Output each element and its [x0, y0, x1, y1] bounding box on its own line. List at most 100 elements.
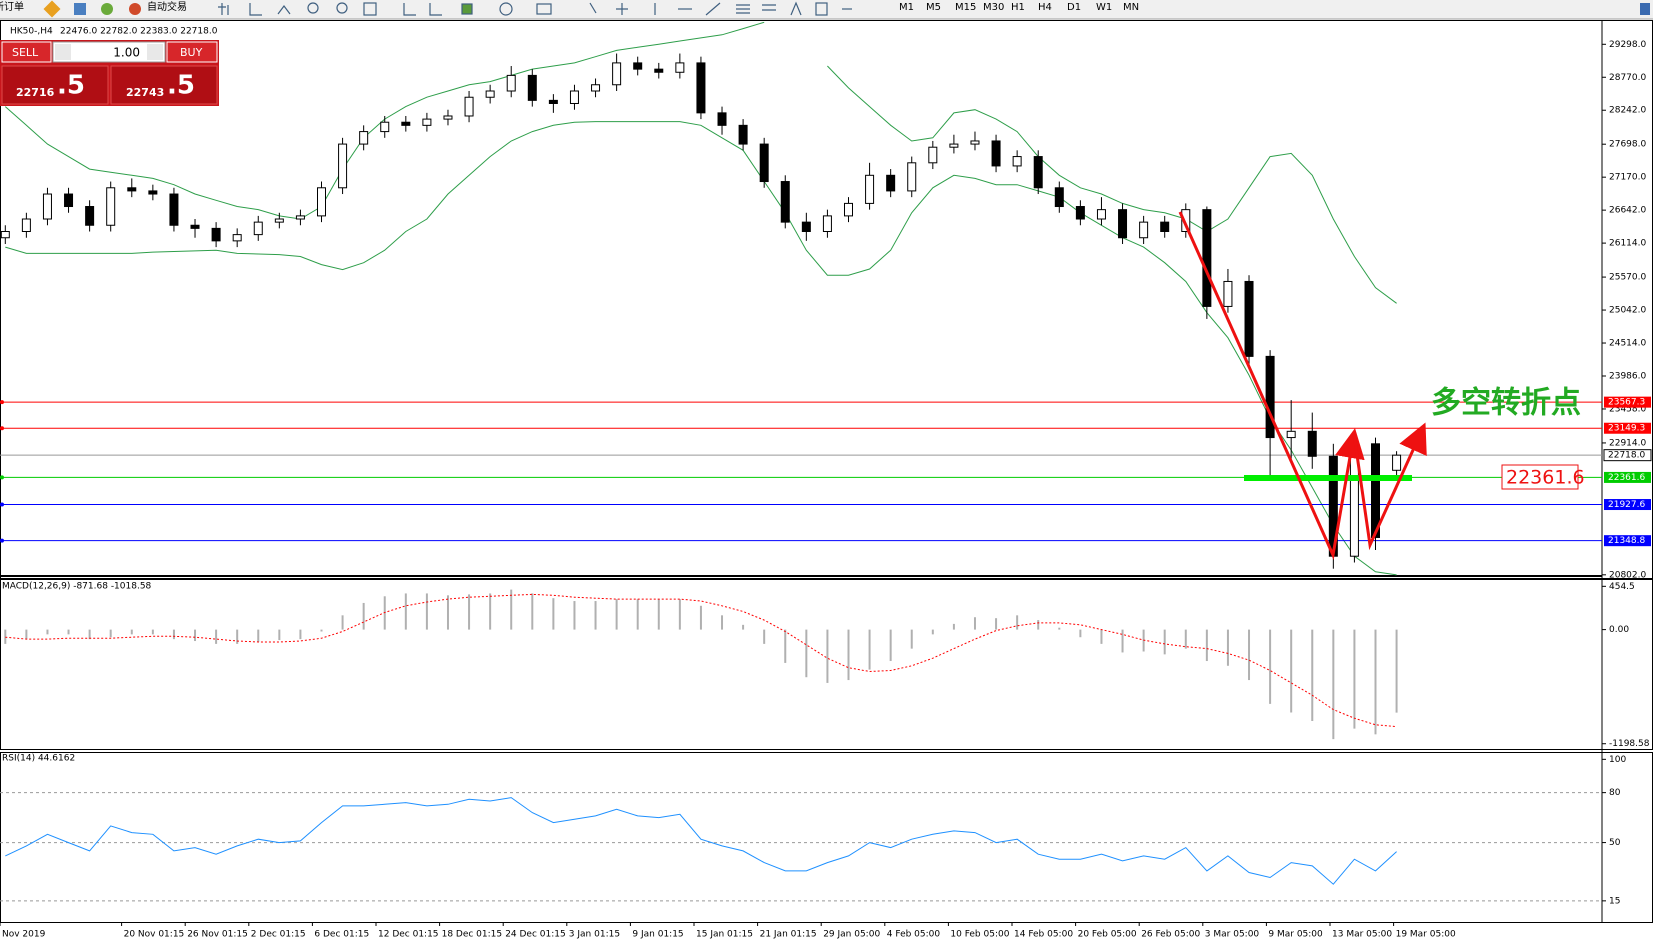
- trend-arrow: [1178, 211, 1365, 561]
- x-tick-label: 13 Mar 05:00: [1332, 930, 1392, 940]
- ask-fraction[interactable]: .5: [167, 71, 195, 101]
- candle-body: [338, 143, 348, 189]
- timeframe-button[interactable]: H1: [1011, 2, 1025, 13]
- timeframe-button[interactable]: W1: [1096, 2, 1112, 13]
- macd-signal: [5, 593, 1397, 728]
- ask-box[interactable]: [110, 65, 218, 105]
- sell-button[interactable]: [1, 41, 52, 63]
- candle-body: [0, 230, 10, 239]
- candle-body: [1244, 280, 1254, 357]
- y-tick-label: 28242.0: [1609, 106, 1646, 116]
- y-tick-label: 25042.0: [1609, 306, 1646, 316]
- x-tick-label: 3 Mar 05:00: [1205, 930, 1260, 940]
- y-tick-label: 29298.0: [1609, 40, 1646, 50]
- y-tick-label: 27698.0: [1609, 140, 1646, 150]
- rsi-panel: [0, 752, 1653, 923]
- level-label-box: [1604, 535, 1651, 547]
- annotation-box: [1501, 464, 1579, 490]
- candle-body: [717, 112, 727, 126]
- x-tick-label: 3 Jan 01:15: [569, 930, 620, 940]
- y-tick-label: 23458.0: [1609, 404, 1646, 414]
- volume[interactable]: 1.00: [113, 46, 140, 60]
- candle-body: [970, 140, 980, 145]
- plot: 29298.0 28770.0 28242.0 27698.0 27170.0 26642…: [0, 21, 1652, 940]
- candle-body: [1139, 221, 1149, 239]
- candle-body: [1012, 156, 1022, 167]
- candle-body: [633, 62, 643, 70]
- candle-body: [64, 193, 74, 208]
- candle-body: [1286, 430, 1296, 439]
- candle-body: [506, 74, 516, 92]
- level-label-box: [1604, 422, 1651, 434]
- x-tick-label: 29 Jan 05:00: [823, 930, 880, 940]
- timeframe-button[interactable]: H4: [1038, 2, 1052, 13]
- icon[interactable]: [129, 3, 141, 15]
- timeframe-button[interactable]: M5: [926, 2, 941, 13]
- candle-body: [1075, 206, 1085, 220]
- candle-body: [991, 140, 1001, 167]
- x-tick-label: Nov 2019: [2, 930, 46, 940]
- level-label: 23149.3: [1608, 424, 1645, 434]
- x-tick-label: 18 Dec 01:15: [442, 930, 503, 940]
- timeframe-button[interactable]: M1: [899, 2, 914, 13]
- candle-body: [865, 174, 875, 204]
- toolbar-icons[interactable]: [218, 1, 852, 16]
- volume-down[interactable]: [55, 44, 71, 60]
- x-tick-label: 9 Mar 05:00: [1268, 930, 1323, 940]
- search-icon[interactable]: [1640, 3, 1650, 15]
- candle-body: [738, 124, 748, 145]
- candle-body: [675, 62, 685, 73]
- price-panel: [0, 20, 1653, 579]
- y-tick-label: -1198.58: [1609, 739, 1650, 749]
- candle-body: [464, 96, 474, 117]
- y-tick-label: 100: [1609, 755, 1626, 765]
- level-label: 23567.3: [1608, 398, 1645, 408]
- x-tick-label: 24 Dec 01:15: [505, 930, 566, 940]
- y-tick-label: 20802.0: [1609, 570, 1646, 580]
- sell-label[interactable]: SELL: [12, 46, 39, 59]
- candle-body: [190, 224, 200, 229]
- x-tick-label: 9 Jan 01:15: [632, 930, 683, 940]
- timeframe-button[interactable]: MN: [1123, 2, 1139, 13]
- y-tick-label: 50: [1609, 838, 1621, 848]
- trend-arrow: [1352, 422, 1427, 551]
- bid-fraction[interactable]: .5: [57, 71, 85, 101]
- level-handle: [0, 538, 4, 543]
- candle-body: [85, 206, 95, 226]
- icon[interactable]: [101, 3, 113, 15]
- new-order-button[interactable]: 新订单: [0, 0, 24, 13]
- auto-trade-button[interactable]: 自动交易: [147, 0, 187, 13]
- candle-body: [1181, 209, 1191, 232]
- x-tick-label: 2 Dec 01:15: [251, 930, 306, 940]
- y-tick-label: 24514.0: [1609, 339, 1646, 349]
- icon[interactable]: [74, 3, 86, 15]
- candle-body: [253, 221, 263, 236]
- level-label-box: [1604, 396, 1651, 408]
- candle-body: [822, 215, 832, 232]
- candle-body: [1160, 221, 1170, 232]
- current-price-box: [1603, 449, 1652, 462]
- level-handle: [0, 400, 4, 405]
- level-handle: [0, 502, 4, 507]
- candle-body: [612, 62, 622, 86]
- x-tick-label: 12 Dec 01:15: [378, 930, 439, 940]
- annotation-box-text: 22361.6: [1506, 467, 1585, 489]
- bollinger-lower: [5, 121, 1397, 576]
- buy-button[interactable]: [166, 41, 218, 63]
- timeframe-button[interactable]: M30: [983, 2, 1004, 13]
- candle-body: [485, 90, 495, 98]
- volume-up[interactable]: [147, 44, 163, 60]
- volume-input[interactable]: [52, 41, 166, 63]
- buy-label[interactable]: BUY: [180, 46, 203, 59]
- candle-body: [274, 218, 284, 223]
- level-label: 21348.8: [1608, 536, 1645, 546]
- timeframe-button[interactable]: M15: [955, 2, 976, 13]
- bid-box[interactable]: [1, 65, 109, 105]
- candle-body: [569, 90, 579, 104]
- timeframe-button[interactable]: D1: [1067, 2, 1081, 13]
- candle-body: [928, 146, 938, 164]
- ask-main[interactable]: 22743: [126, 86, 164, 99]
- level-label: 22361.6: [1608, 473, 1645, 483]
- bid-main[interactable]: 22716: [16, 86, 55, 99]
